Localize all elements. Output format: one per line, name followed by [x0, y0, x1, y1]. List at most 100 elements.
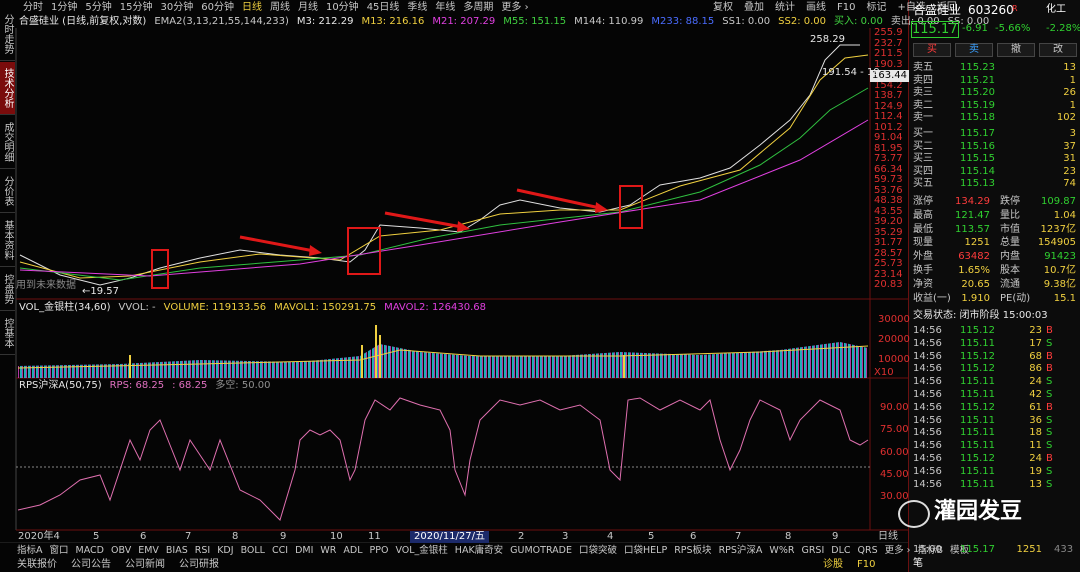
indicator-tab[interactable]: KDJ [217, 545, 234, 556]
indicator-tab[interactable]: 窗口 [49, 545, 69, 556]
stat-label: 市值 [1000, 223, 1020, 235]
period-tab[interactable]: 30分钟 [160, 2, 194, 13]
status-bar-right: 诊股 F10 [822, 558, 876, 571]
period-tab[interactable]: 季线 [407, 2, 428, 13]
indicator-tab[interactable]: VOL_金银柱 [395, 545, 448, 556]
side-tab[interactable]: 控基本 [0, 312, 15, 355]
indicator-tab[interactable]: BIAS [165, 545, 188, 556]
volume-area [18, 342, 868, 378]
x-tick-label: 11 [368, 531, 381, 542]
indicator-value: SS1: 0.00 [722, 16, 771, 27]
indicator-tab[interactable]: PPO [369, 545, 389, 556]
indicator-tab[interactable]: BOLL [240, 545, 265, 556]
period-tab[interactable]: 多周期 [463, 2, 494, 13]
indicator-tab[interactable]: MACD [75, 545, 104, 556]
status-link[interactable]: F10 [857, 559, 876, 570]
indicator-tab[interactable]: OBV [111, 545, 132, 556]
tool[interactable]: F10 [837, 2, 856, 13]
trade-button[interactable]: 卖 [955, 43, 993, 57]
stat-label: 最低 [913, 223, 933, 235]
status-link[interactable]: 公司研报 [179, 559, 219, 570]
trade-volume: 61 [1029, 401, 1042, 413]
indicator-tab[interactable]: 更多 › [884, 545, 911, 556]
chart-annotation: 258.29 [810, 34, 845, 45]
trade-volume: 18 [1029, 427, 1042, 439]
indicator-tab[interactable]: GRSI [801, 545, 825, 556]
trade-time: 14:56 [913, 440, 942, 452]
indicator-tab[interactable]: HAK庸奇安 [454, 545, 504, 556]
period-tab[interactable]: 分时 [23, 2, 43, 13]
side-tab[interactable]: 控盘势 [0, 268, 15, 311]
trade-side: B [1046, 363, 1053, 375]
period-tab[interactable]: 5分钟 [85, 2, 112, 13]
stat-label: 净资 [913, 278, 933, 290]
trade-price: 115.12 [960, 363, 995, 375]
book-label: 买一 [913, 128, 933, 139]
period-tab[interactable]: 月线 [297, 2, 318, 13]
trade-button[interactable]: 买 [913, 43, 951, 57]
trend-arrows [239, 188, 601, 253]
indicator-tab[interactable]: RSI [194, 545, 211, 556]
indicator-tab[interactable]: RPS沪深A [718, 545, 763, 556]
status-link[interactable]: 公司新闻 [125, 559, 165, 570]
tool[interactable]: +自选 [897, 2, 926, 13]
status-link[interactable]: 关联报价 [17, 559, 57, 570]
tool[interactable]: 叠加 [744, 2, 764, 13]
period-tab[interactable]: 45日线 [366, 2, 400, 13]
ma-line [19, 87, 869, 281]
indicator-tab[interactable]: DLC [831, 545, 851, 556]
indicator-tab[interactable]: ADL [343, 545, 363, 556]
book-price: 115.18 [960, 112, 995, 124]
book-volume: 1 [1069, 74, 1076, 86]
stat-value: 15.1 [1053, 292, 1076, 304]
indicator-tab[interactable]: 口袋HELP [624, 545, 668, 556]
indicator-tab[interactable]: GUMOTRADE [510, 545, 572, 556]
tool[interactable]: 统计 [775, 2, 795, 13]
period-tab[interactable]: 10分钟 [325, 2, 359, 13]
indicator-tab[interactable]: 模板 [949, 545, 969, 556]
indicator-tab[interactable]: RPS板块 [674, 545, 712, 556]
indicator-tab[interactable]: CCI [271, 545, 289, 556]
x-tick-label: 3 [562, 531, 569, 542]
indicator-tab[interactable]: EMV [138, 545, 159, 556]
watermark-icon [898, 500, 930, 528]
status-link[interactable]: 诊股 [823, 559, 843, 570]
trade-button[interactable]: 改 [1039, 43, 1077, 57]
side-tab[interactable]: 技术分析 [0, 62, 15, 115]
tool[interactable]: 返回 [936, 2, 957, 13]
indicator-tab[interactable]: 口袋突破 [579, 545, 618, 556]
book-volume: 102 [1056, 112, 1076, 124]
tool[interactable]: 复权 [713, 2, 733, 13]
indicator-tab[interactable]: WR [320, 545, 337, 556]
side-tab[interactable]: 成交明细 [0, 116, 15, 169]
trade-button[interactable]: 撤 [997, 43, 1035, 57]
status-link[interactable]: 公司公告 [71, 559, 111, 570]
period-tab[interactable]: 日线 [241, 2, 262, 13]
indicator-tab[interactable]: 指标A [17, 545, 43, 556]
period-tab[interactable]: 60分钟 [201, 2, 234, 13]
indicator-tab[interactable]: W%R [769, 545, 795, 556]
stat-value: 63482 [958, 251, 990, 263]
period-tab[interactable]: 年线 [435, 2, 456, 13]
stat-value: 134.29 [955, 196, 990, 207]
tool[interactable]: 标记 [866, 2, 887, 13]
indicator-value: M55: 151.15 [503, 16, 567, 27]
period-tab[interactable]: 更多 › [501, 2, 529, 13]
trade-side: B [1046, 350, 1053, 362]
side-tab[interactable]: 分价表 [0, 170, 15, 213]
price-tick: 28.57 [874, 247, 903, 259]
indicator-tab[interactable]: DMI [295, 545, 314, 556]
trade-volume: 23 [1029, 325, 1042, 336]
stat-value: 10.7亿 [1043, 265, 1076, 276]
side-tab[interactable]: 分时走势 [0, 8, 15, 61]
indicator-tab[interactable]: QRS [857, 545, 878, 556]
trade-price: 115.11 [960, 337, 995, 349]
tool[interactable]: 画线 [806, 2, 826, 13]
stat-value: 1.910 [961, 292, 990, 304]
period-tab[interactable]: 周线 [269, 2, 290, 13]
period-tab[interactable]: 15分钟 [119, 2, 153, 13]
book-label: 买二 [913, 140, 933, 152]
side-tab[interactable]: 基本资料 [0, 214, 15, 267]
period-tab[interactable]: 1分钟 [51, 2, 78, 13]
indicator-tab[interactable]: 指标B [917, 545, 943, 556]
